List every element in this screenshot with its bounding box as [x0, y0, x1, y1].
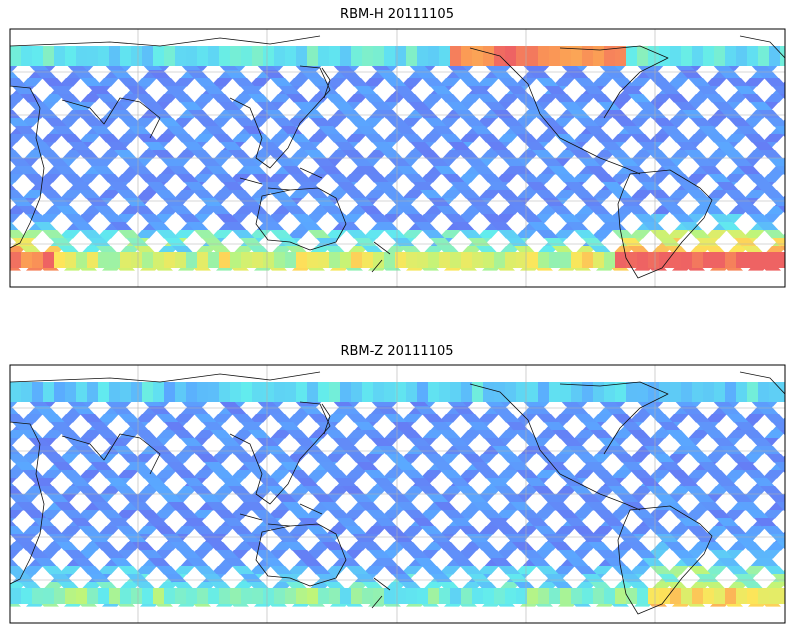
panel-title-rbm-z: RBM-Z 20111105	[340, 344, 454, 359]
map-panel-rbm-h	[9, 28, 786, 288]
map-panel-rbm-z	[9, 364, 786, 624]
panel-title-rbm-h: RBM-H 20111105	[340, 7, 454, 22]
